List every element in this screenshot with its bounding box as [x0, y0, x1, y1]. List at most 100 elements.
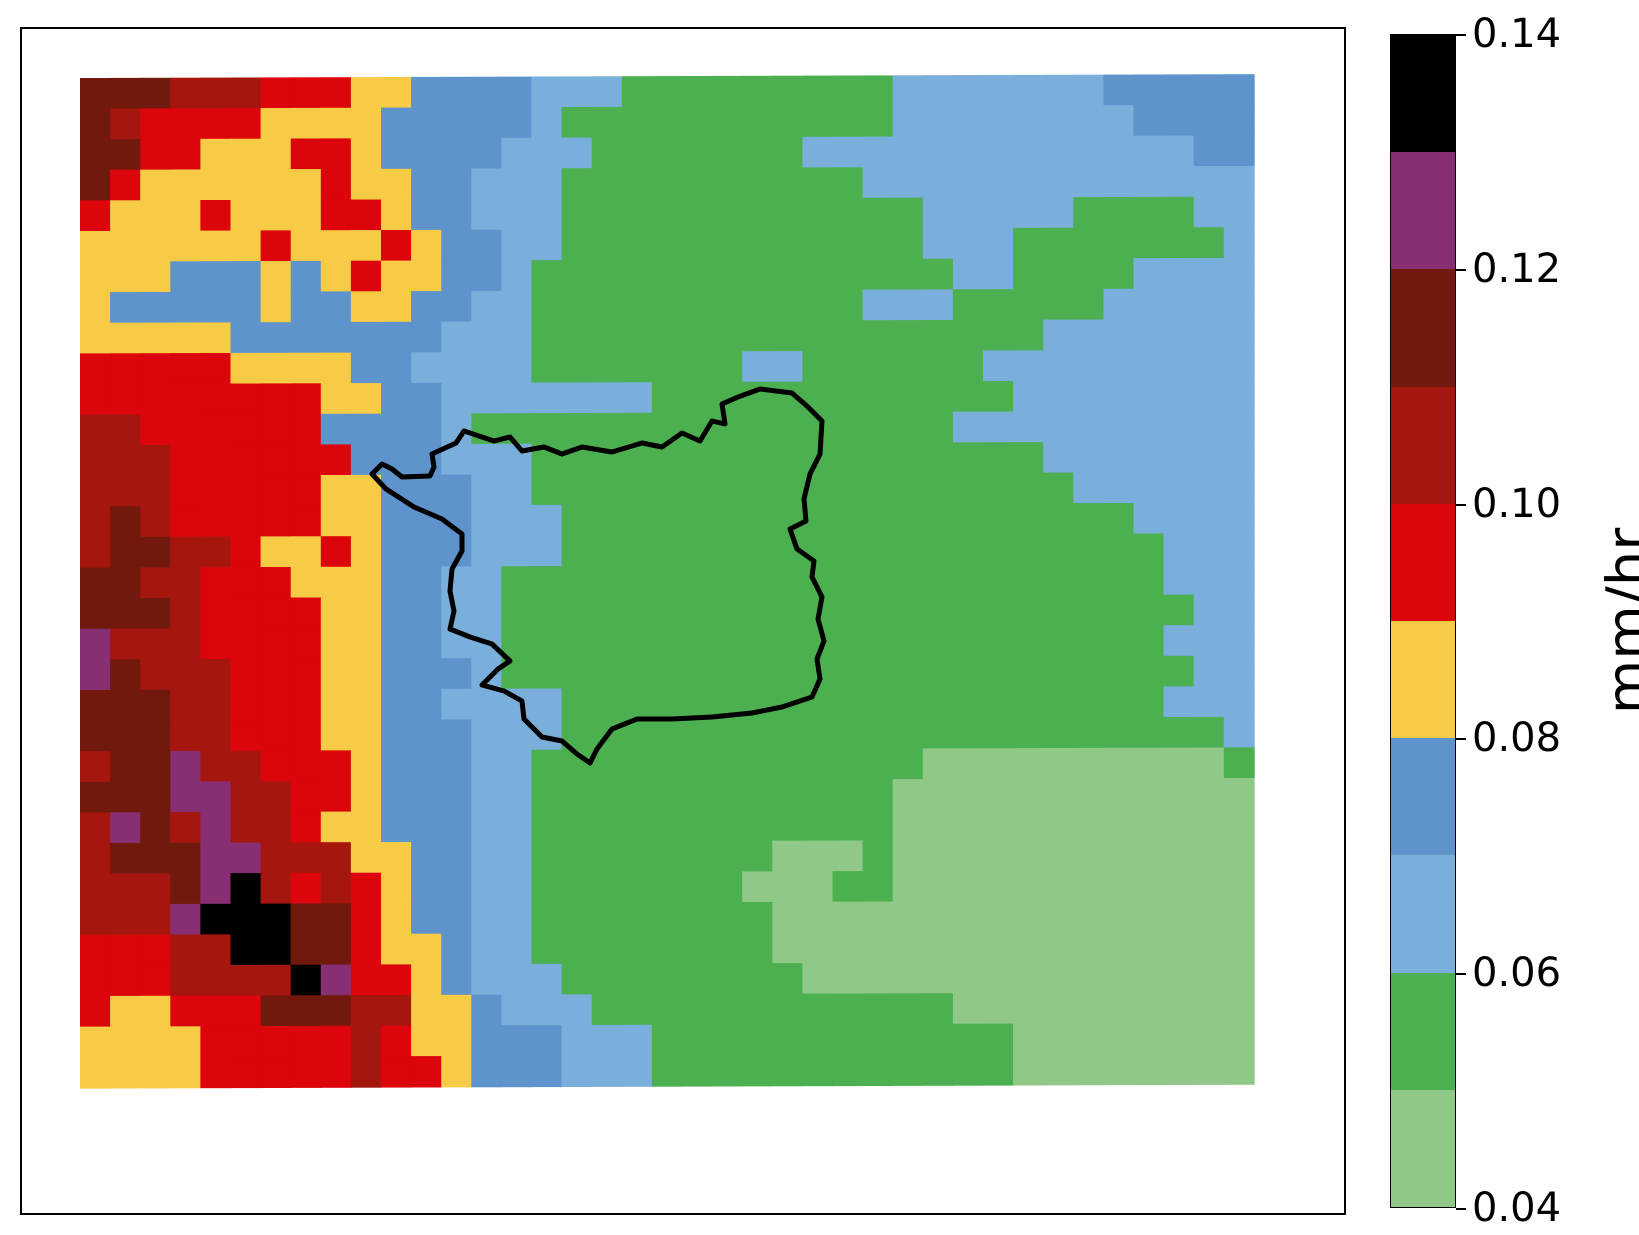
grid-cell [952, 748, 984, 780]
grid-cell [651, 749, 683, 781]
grid-cell [80, 751, 111, 783]
grid-cell [1133, 961, 1165, 994]
grid-cell [1103, 992, 1135, 1024]
grid-cell [471, 505, 503, 537]
grid-cell [230, 873, 262, 905]
grid-cell [1193, 441, 1225, 473]
grid-cell [922, 167, 954, 199]
grid-cell [802, 748, 834, 781]
grid-cell [381, 107, 412, 139]
grid-cell [350, 505, 382, 537]
grid-cell [320, 964, 352, 996]
grid-cell [651, 810, 683, 842]
grid-cell [561, 872, 593, 904]
grid-cell [230, 322, 262, 354]
grid-cell [230, 138, 262, 171]
grid-cell [80, 781, 111, 814]
grid-cell [1193, 135, 1225, 167]
grid-cell [621, 229, 653, 261]
grid-cell [682, 229, 713, 261]
grid-cell [682, 1055, 713, 1087]
grid-cell [501, 749, 533, 782]
grid-cell [1013, 901, 1044, 933]
grid-cell [471, 872, 503, 904]
grid-cell [471, 994, 503, 1027]
grid-cell [110, 1057, 141, 1089]
grid-cell [1073, 288, 1105, 321]
grid-cell [712, 626, 743, 659]
grid-cell [832, 381, 864, 413]
grid-cell [320, 995, 352, 1027]
grid-cell [110, 934, 141, 967]
grid-cell [952, 1054, 984, 1086]
grid-cell [1163, 992, 1195, 1024]
grid-cell [260, 169, 292, 201]
grid-cell [952, 778, 984, 811]
grid-cell [862, 197, 894, 230]
grid-cell [110, 904, 141, 936]
grid-cell [471, 933, 503, 965]
grid-cell [1013, 227, 1044, 260]
grid-cell [1163, 778, 1195, 810]
grid-cell [772, 75, 804, 108]
precipitation-grid-map [80, 74, 1255, 1089]
grid-cell [862, 473, 894, 505]
grid-cell [1163, 625, 1195, 657]
grid-cell [1073, 166, 1105, 198]
grid-cell [441, 872, 473, 904]
grid-cell [832, 656, 864, 689]
grid-cell [952, 105, 984, 138]
grid-cell [1223, 563, 1255, 596]
grid-cell [411, 597, 442, 629]
grid-cell [682, 137, 713, 169]
grid-cell [862, 718, 894, 750]
grid-cell [1133, 196, 1165, 229]
grid-cell [531, 596, 563, 629]
colorbar-tick [1456, 1208, 1466, 1210]
grid-cell [471, 168, 503, 200]
grid-cell [140, 445, 172, 477]
grid-cell [1223, 196, 1255, 228]
grid-cell [471, 964, 503, 996]
grid-cell [892, 901, 924, 933]
grid-cell [1073, 717, 1105, 749]
grid-cell [922, 289, 954, 321]
grid-cell [1223, 931, 1255, 963]
grid-cell [682, 871, 713, 903]
grid-cell [290, 842, 322, 874]
grid-cell [892, 258, 924, 291]
grid-cell [832, 748, 864, 781]
grid-cell [140, 1026, 172, 1058]
grid-cell [1223, 135, 1255, 167]
grid-cell [983, 289, 1014, 321]
grid-cell [411, 107, 442, 139]
grid-cell [170, 536, 202, 569]
grid-cell [320, 413, 352, 446]
grid-cell [952, 717, 984, 750]
grid-cell [1103, 594, 1135, 627]
colorbar-tick [1456, 973, 1466, 976]
grid-cell [1103, 135, 1135, 168]
grid-cell [290, 169, 322, 201]
grid-cell [200, 873, 232, 905]
grid-cell [1043, 717, 1075, 749]
grid-cell [591, 321, 623, 353]
grid-cell [471, 474, 503, 506]
grid-cell [230, 536, 262, 568]
grid-cell [200, 291, 232, 324]
grid-cell [1193, 992, 1225, 1024]
grid-cell [411, 811, 442, 843]
grid-cell [1133, 288, 1165, 321]
grid-cell [441, 811, 473, 843]
grid-cell [1103, 625, 1135, 657]
grid-cell [290, 352, 322, 385]
grid-cell [80, 934, 111, 967]
grid-cell [200, 750, 232, 783]
grid-cell [621, 688, 653, 720]
grid-cell [832, 320, 864, 352]
grid-cell [1223, 227, 1255, 259]
grid-cell [411, 1056, 442, 1088]
grid-cell [320, 750, 352, 782]
grid-cell [471, 719, 503, 751]
grid-cell [1193, 869, 1225, 902]
